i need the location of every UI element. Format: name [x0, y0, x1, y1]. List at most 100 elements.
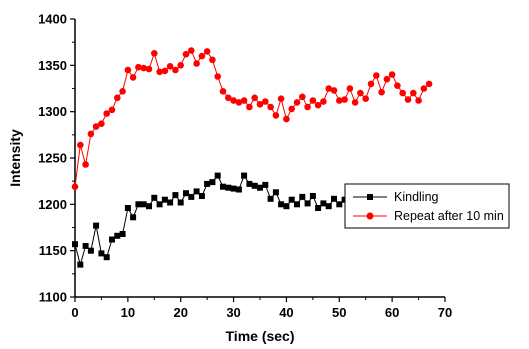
data-point — [277, 95, 285, 102]
data-point — [214, 172, 221, 179]
data-point — [246, 103, 253, 111]
data-point — [330, 87, 338, 94]
data-point — [177, 62, 184, 69]
data-point — [119, 88, 126, 95]
data-point — [304, 103, 311, 111]
data-point — [166, 63, 174, 70]
data-point — [404, 96, 412, 103]
data-point — [92, 123, 100, 130]
x-tick-label: 10 — [121, 305, 135, 320]
data-point — [283, 115, 290, 123]
data-point — [145, 65, 153, 73]
x-tick-label: 70 — [438, 305, 452, 320]
data-point — [103, 254, 110, 261]
y-tick-label: 1150 — [39, 243, 67, 258]
data-point — [288, 196, 295, 203]
data-point — [87, 247, 94, 254]
data-point — [87, 130, 95, 138]
data-point — [209, 56, 216, 64]
legend-box — [344, 183, 510, 229]
data-point — [299, 93, 306, 101]
data-point — [283, 203, 290, 210]
data-point — [309, 193, 316, 199]
x-tick-label: 20 — [173, 305, 187, 320]
data-point — [320, 200, 327, 207]
data-point — [214, 73, 221, 80]
data-point — [304, 200, 311, 207]
data-point — [383, 75, 391, 83]
y-tick-label: 1100 — [39, 290, 67, 305]
data-point — [77, 261, 84, 268]
data-point — [346, 85, 354, 92]
x-tick-label: 50 — [332, 305, 346, 320]
data-point — [198, 52, 206, 60]
data-point — [272, 189, 279, 196]
x-axis-title: Time (sec) — [226, 328, 295, 344]
data-point — [241, 172, 248, 179]
series-1 — [71, 47, 433, 190]
legend: Kindling Repeat after 10 min — [344, 183, 510, 229]
data-point — [167, 199, 174, 206]
data-point — [373, 72, 380, 79]
y-tick-label: 1300 — [38, 104, 67, 119]
data-point — [394, 82, 401, 89]
data-point — [225, 184, 232, 191]
legend-label-repeat: Repeat after 10 min — [394, 209, 504, 223]
data-point — [135, 63, 142, 71]
data-point — [124, 205, 131, 211]
data-point — [262, 181, 269, 188]
data-point — [367, 80, 375, 88]
y-axis-title: Intensity — [7, 129, 23, 187]
data-point — [177, 199, 184, 206]
data-point — [98, 120, 105, 127]
data-point — [256, 101, 264, 108]
data-point — [146, 203, 152, 210]
data-point — [235, 99, 243, 106]
data-point — [129, 74, 137, 81]
data-point — [193, 188, 200, 195]
legend-marker-kindling — [367, 194, 373, 200]
data-point — [230, 97, 237, 104]
data-point — [336, 97, 343, 104]
data-point — [309, 97, 317, 104]
data-point — [293, 99, 301, 106]
data-point — [388, 71, 396, 78]
data-point — [140, 201, 147, 208]
data-point — [204, 180, 211, 187]
data-point — [294, 201, 300, 208]
x-tick-label: 0 — [71, 305, 78, 320]
data-point — [172, 192, 179, 199]
data-point — [172, 66, 179, 74]
data-point — [357, 89, 364, 97]
data-point — [267, 103, 274, 111]
data-point — [151, 194, 158, 201]
data-point — [351, 99, 359, 106]
data-point — [272, 112, 280, 119]
data-point — [140, 64, 147, 72]
data-point — [119, 231, 126, 237]
data-point — [82, 161, 89, 168]
data-point — [114, 232, 121, 239]
data-point — [246, 180, 253, 187]
x-tick-label: 60 — [385, 305, 399, 320]
series-layer — [71, 47, 433, 268]
data-point — [103, 110, 110, 117]
data-point — [161, 67, 169, 75]
data-point — [156, 68, 163, 76]
data-point — [251, 182, 258, 189]
x-axis-ticks: 0 10 20 30 40 50 60 70 — [71, 297, 452, 320]
data-point — [251, 94, 258, 102]
data-point — [410, 89, 417, 97]
data-point — [362, 95, 370, 102]
data-point — [399, 89, 407, 97]
data-point — [77, 141, 84, 149]
data-point — [425, 80, 433, 88]
y-tick-label: 1250 — [38, 151, 67, 166]
data-point — [230, 185, 237, 192]
data-point — [71, 183, 79, 190]
data-point — [203, 48, 211, 55]
data-point — [235, 186, 242, 193]
data-point — [198, 193, 205, 199]
data-point — [72, 241, 78, 248]
data-point — [315, 205, 322, 211]
